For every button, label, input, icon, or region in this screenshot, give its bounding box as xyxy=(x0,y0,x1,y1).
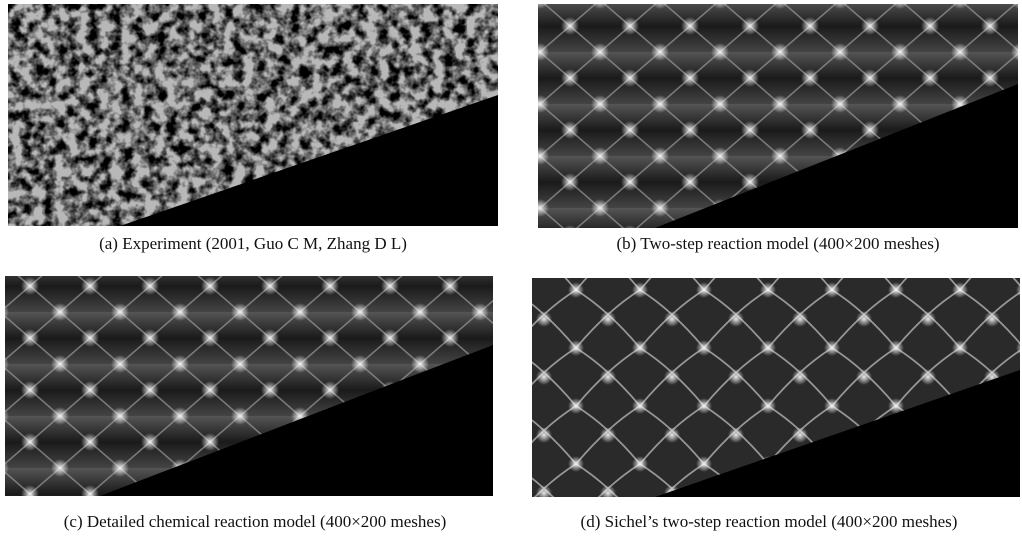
caption: (c) Detailed chemical reaction model (40… xyxy=(64,512,447,531)
panel-b xyxy=(538,4,1018,228)
panel-c xyxy=(5,276,493,496)
figure: (a) Experiment (2001, Guo C M, Zhang D L… xyxy=(0,0,1022,539)
panel-d xyxy=(532,278,1020,497)
caption: (b) Two-step reaction model (400×200 mes… xyxy=(617,234,940,253)
panel-a xyxy=(8,4,498,226)
caption: (d) Sichel’s two-step reaction model (40… xyxy=(581,512,958,531)
caption: (a) Experiment (2001, Guo C M, Zhang D L… xyxy=(99,234,407,253)
